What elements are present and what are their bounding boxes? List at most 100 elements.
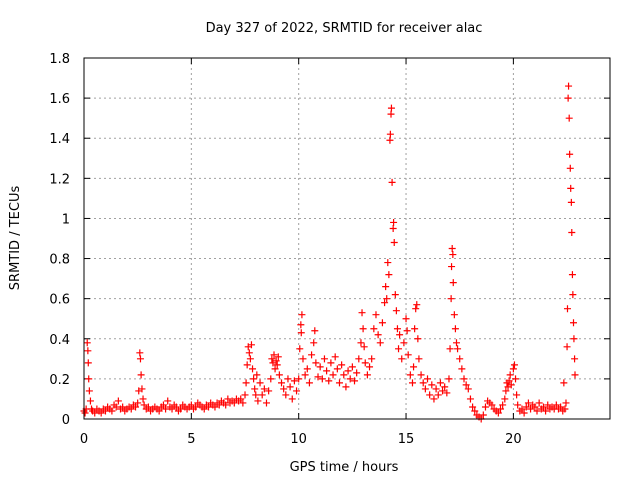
data-point	[424, 375, 432, 383]
data-point	[358, 309, 366, 317]
x-tick-label: 0	[80, 432, 88, 447]
data-point	[448, 263, 456, 271]
data-point	[242, 379, 250, 387]
data-point	[451, 325, 459, 333]
x-axis-label: GPS time / hours	[290, 460, 399, 475]
data-point	[323, 367, 331, 375]
data-point	[502, 387, 510, 395]
data-point	[344, 367, 352, 375]
data-point	[318, 375, 326, 383]
data-point	[488, 401, 496, 409]
data-point	[460, 375, 468, 383]
data-point	[333, 365, 341, 373]
data-point	[509, 365, 517, 373]
data-point	[571, 355, 579, 363]
data-point	[413, 301, 421, 309]
data-point	[237, 395, 245, 403]
y-tick-label: 1.6	[49, 92, 70, 107]
data-point	[445, 375, 453, 383]
plot-frame	[83, 57, 611, 420]
data-point	[383, 295, 391, 303]
data-point	[260, 385, 268, 393]
data-point	[415, 355, 423, 363]
data-point	[510, 361, 518, 369]
x-axis-ticks: 0 5 10 15 20	[80, 58, 522, 447]
data-point	[446, 345, 454, 353]
data-point	[136, 349, 144, 357]
data-point	[91, 409, 99, 417]
data-point	[390, 239, 398, 247]
data-point	[385, 271, 393, 279]
data-point	[481, 403, 489, 411]
data-point	[325, 377, 333, 385]
data-point	[314, 373, 322, 381]
data-point	[428, 381, 436, 389]
data-point	[439, 387, 447, 395]
data-point	[230, 399, 238, 407]
data-point	[140, 401, 148, 409]
data-point	[533, 407, 541, 415]
data-point	[419, 379, 427, 387]
grid-lines	[84, 58, 610, 419]
data-point	[479, 411, 487, 419]
data-point	[499, 401, 507, 409]
data-point	[177, 405, 185, 413]
data-point	[290, 377, 298, 385]
data-point	[342, 383, 350, 391]
y-tick-label: 0.4	[49, 333, 70, 348]
x-tick-label: 15	[398, 432, 415, 447]
data-point	[456, 355, 464, 363]
data-point	[320, 355, 328, 363]
data-point	[566, 150, 574, 158]
data-point	[84, 347, 92, 355]
data-point	[270, 351, 278, 359]
data-point	[406, 371, 414, 379]
data-point	[412, 305, 420, 313]
data-point	[494, 409, 502, 417]
data-point	[136, 355, 144, 363]
data-point	[512, 375, 520, 383]
data-point	[391, 291, 399, 299]
data-point	[258, 391, 266, 399]
data-point	[262, 399, 270, 407]
data-point	[138, 385, 146, 393]
data-point	[462, 381, 470, 389]
data-point	[381, 299, 389, 307]
data-point	[514, 401, 522, 409]
data-point	[353, 369, 361, 377]
data-point	[567, 184, 575, 192]
data-point	[448, 245, 456, 253]
data-point	[162, 405, 170, 413]
data-point	[331, 353, 339, 361]
data-point	[297, 321, 305, 329]
data-point	[426, 391, 434, 399]
data-point	[305, 379, 313, 387]
data-point	[267, 375, 275, 383]
data-point	[390, 218, 398, 226]
data-point	[506, 371, 514, 379]
data-point	[518, 405, 526, 413]
data-point	[243, 361, 251, 369]
data-point	[434, 391, 442, 399]
data-point	[144, 403, 152, 411]
data-point	[410, 363, 418, 371]
data-point	[361, 359, 369, 367]
data-point	[288, 395, 296, 403]
y-tick-label: 0.2	[49, 373, 70, 388]
data-point	[85, 387, 93, 395]
data-point	[346, 375, 354, 383]
data-point	[316, 363, 324, 371]
data-point	[384, 259, 392, 267]
data-point	[241, 391, 249, 399]
data-point	[388, 178, 396, 186]
data-point	[447, 295, 455, 303]
data-point	[83, 339, 91, 347]
data-point	[396, 331, 404, 339]
data-point	[101, 407, 109, 415]
data-point	[441, 383, 449, 391]
data-point	[454, 345, 462, 353]
data-point	[222, 401, 230, 409]
data-point	[566, 164, 574, 172]
data-point	[299, 355, 307, 363]
data-point	[134, 399, 142, 407]
